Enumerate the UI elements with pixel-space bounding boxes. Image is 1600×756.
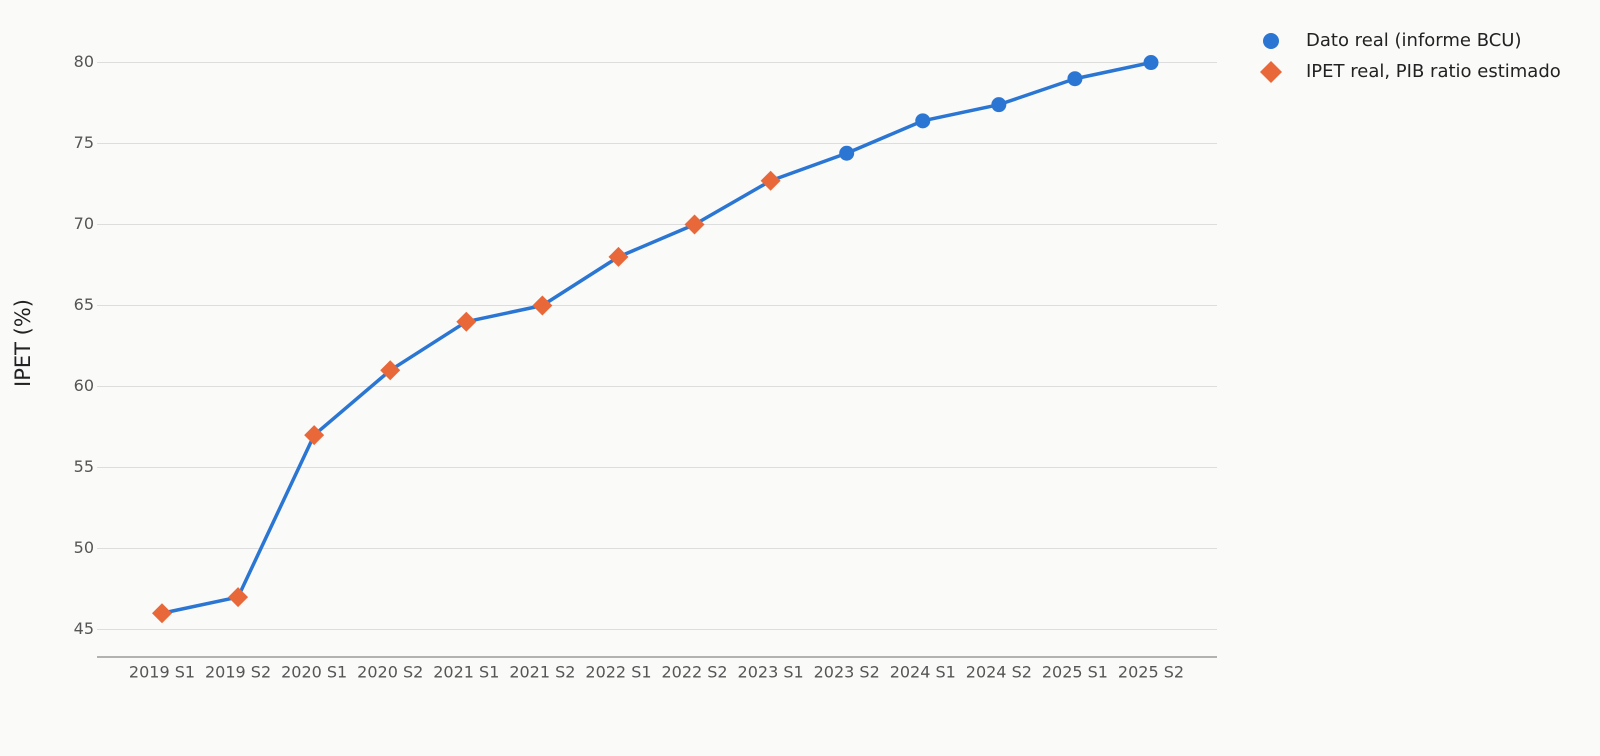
x-tick-label: 2020 S2 xyxy=(357,663,423,682)
data-point xyxy=(152,603,172,624)
line-segment xyxy=(692,179,773,227)
x-tick-label: 2021 S2 xyxy=(509,663,575,682)
data-point xyxy=(915,113,931,129)
data-point xyxy=(608,246,629,267)
y-tick-label: 45 xyxy=(74,619,94,638)
data-point xyxy=(304,425,325,446)
line-segment xyxy=(997,76,1077,107)
x-tick-label: 2019 S1 xyxy=(129,663,195,682)
x-tick-label: 2021 S1 xyxy=(433,663,499,682)
line-segment xyxy=(540,255,621,308)
y-tick-label: 60 xyxy=(74,376,94,395)
data-point xyxy=(760,170,781,191)
legend-label: IPET real, PIB ratio estimado xyxy=(1306,61,1561,82)
x-tick-label: 2025 S2 xyxy=(1118,663,1184,682)
y-tick-label: 65 xyxy=(74,295,94,314)
x-tick-label: 2023 S2 xyxy=(814,663,880,682)
data-point xyxy=(991,97,1007,113)
x-tick-label: 2024 S1 xyxy=(890,663,956,682)
x-tick-label: 2023 S1 xyxy=(738,663,804,682)
data-point xyxy=(684,214,705,235)
data-point xyxy=(228,587,249,608)
legend-marker xyxy=(1263,33,1279,49)
x-tick-label: 2024 S2 xyxy=(966,663,1032,682)
legend-label: Dato real (informe BCU) xyxy=(1306,30,1522,51)
line-segment xyxy=(160,595,240,616)
line-segment xyxy=(616,222,697,259)
data-point xyxy=(839,145,855,161)
data-point xyxy=(1067,71,1083,87)
x-tick-label: 2020 S1 xyxy=(281,663,347,682)
y-tick-label: 50 xyxy=(74,538,94,557)
line-segment xyxy=(464,303,545,324)
line-segment xyxy=(388,319,469,373)
y-tick-label: 75 xyxy=(74,133,94,152)
y-axis-label: IPET (%) xyxy=(11,299,35,387)
y-tick-label: 55 xyxy=(74,457,94,476)
x-tick-label: 2025 S1 xyxy=(1042,663,1108,682)
line-segment xyxy=(921,102,1001,123)
line-segment xyxy=(844,119,925,155)
y-tick-label: 70 xyxy=(74,214,94,233)
data-point xyxy=(1143,55,1159,71)
data-point xyxy=(456,311,477,332)
x-tick-label: 2022 S1 xyxy=(585,663,651,682)
data-point xyxy=(532,295,553,316)
legend-marker xyxy=(1260,61,1282,83)
y-tick-label: 80 xyxy=(74,52,94,71)
x-tick-label: 2019 S2 xyxy=(205,663,271,682)
line-segment xyxy=(1073,60,1153,81)
x-tick-label: 2022 S2 xyxy=(661,663,727,682)
line-segment xyxy=(768,151,849,183)
line-segment xyxy=(312,368,392,437)
line-segment xyxy=(236,433,316,599)
data-point xyxy=(380,360,401,381)
